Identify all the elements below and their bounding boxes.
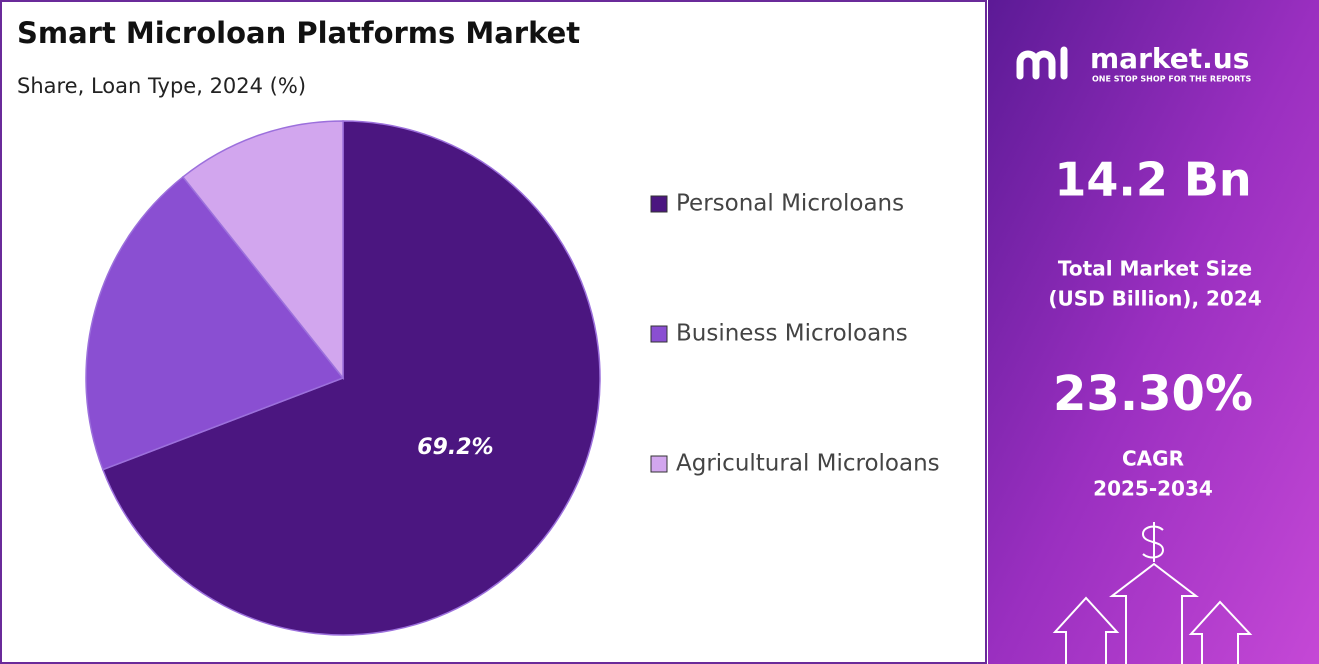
pie-slice: [181, 120, 344, 381]
cagr-label: 2025-2034: [1093, 477, 1213, 501]
logo: [1016, 46, 1068, 80]
data-label: 69.2%: [417, 435, 493, 460]
legend: Personal Microloans Business Microloans Ag…: [650, 191, 940, 477]
chart-title: Smart Microloan Platforms Market: [17, 16, 580, 50]
pie-slice: [101, 120, 601, 636]
legend-swatch: [650, 455, 668, 473]
brand: market.us: [1090, 42, 1249, 75]
market-size: 14.2 Bn: [1054, 153, 1251, 207]
arrow-icon: [1188, 600, 1253, 664]
legend-swatch: [650, 195, 668, 213]
pie-slice: [85, 175, 345, 471]
tagline: ONE STOP SHOP FOR THE REPORTS: [1092, 75, 1251, 84]
legend-label: Personal Microloans: [676, 191, 904, 217]
pie: 69.2%: [85, 120, 601, 636]
dollar-icon: [1141, 522, 1165, 562]
legend-swatch: [650, 325, 668, 343]
market-size-label: (USD Billion), 2024: [1048, 287, 1261, 311]
growth-icon: [1052, 522, 1253, 664]
cagr-label: CAGR: [1122, 447, 1184, 471]
chart-subtitle: Share, Loan Type, 2024 (%): [17, 74, 306, 98]
arrow-icon: [1109, 562, 1199, 664]
cagr: 23.30%: [1053, 366, 1253, 422]
market-size-label: Total Market Size: [1058, 257, 1252, 281]
arrow-icon: [1052, 596, 1120, 664]
logo-mark: [1016, 46, 1068, 80]
legend-label: Agricultural Microloans: [676, 451, 940, 477]
legend-label: Business Microloans: [676, 321, 908, 347]
